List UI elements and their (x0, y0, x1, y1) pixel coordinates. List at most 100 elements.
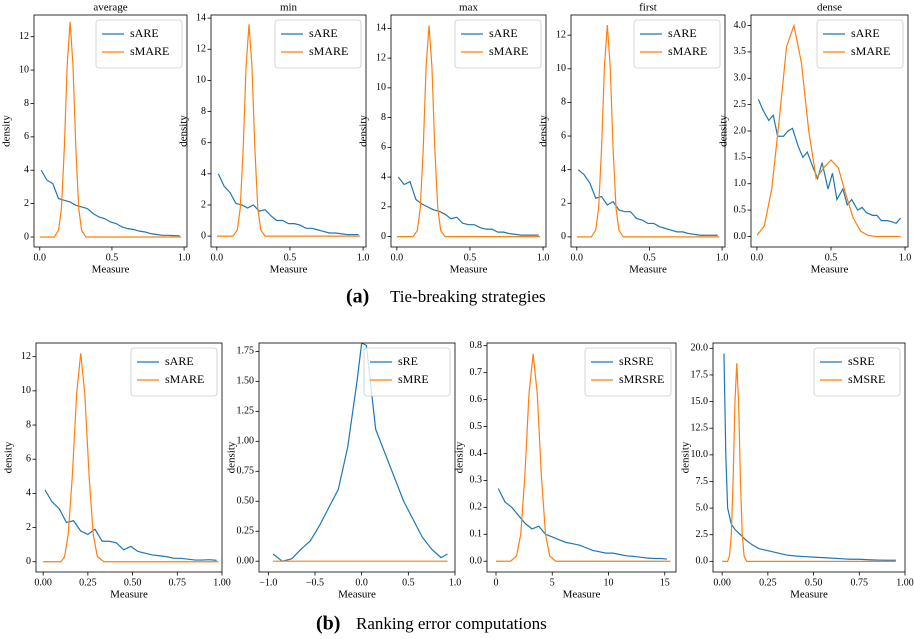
y-tick-label: 12 (376, 52, 386, 63)
x-tick-label: 0.50 (805, 577, 823, 588)
legend-box (816, 19, 904, 69)
legend-label: sARE (309, 26, 338, 40)
plot-area (496, 353, 671, 562)
series-line (722, 363, 896, 562)
legend: sARE sMARE (454, 19, 542, 69)
y-tick-label: 15.0 (691, 396, 709, 407)
legend: sARE sMARE (816, 19, 904, 69)
legend: sRE sMRE (363, 347, 451, 397)
y-tick-label: 6 (26, 454, 31, 465)
legend-label: sMRE (398, 372, 429, 386)
y-tick-label: 10 (376, 82, 386, 93)
x-tick-label: 0.5 (106, 252, 119, 263)
x-axis-label: Measure (270, 264, 308, 276)
legend-label: sMARE (668, 44, 707, 58)
x-tick-label: 0.0 (571, 252, 584, 263)
x-tick-label: 0.25 (79, 577, 97, 588)
y-tick-label: 2.5 (734, 99, 747, 110)
legend: sARE sMARE (95, 19, 183, 69)
y-tick-label: 1.00 (237, 436, 255, 447)
y-tick-label: 5.0 (696, 502, 709, 513)
x-axis-label: Measure (629, 264, 667, 276)
legend: sARE sMARE (130, 347, 218, 397)
plot-area (576, 25, 720, 238)
series-line (496, 353, 671, 562)
y-tick-label: 8 (381, 112, 386, 123)
x-tick-label: 0.75 (851, 577, 869, 588)
y-tick-label: 0.0 (470, 556, 483, 567)
legend: sARE sMARE (633, 19, 721, 69)
y-tick-label: 0.00 (237, 556, 255, 567)
legend-label: sARE (489, 26, 518, 40)
x-tick-label: 0.0 (355, 577, 368, 588)
subplot: max 0.0 0.5 1.0 0 2 4 6 8 10 12 14 Measure density sAR… (358, 2, 550, 276)
subplot-title: dense (817, 2, 842, 14)
y-axis-label: density (454, 441, 466, 473)
caption-text: Tie-breaking strategies (390, 287, 546, 306)
legend-label: sMARE (489, 44, 528, 58)
y-tick-label: 1.5 (734, 152, 747, 163)
x-tick-label: 1.0 (716, 252, 729, 263)
y-tick-label: 0.5 (734, 204, 747, 215)
y-tick-label: 0.0 (734, 231, 747, 242)
x-tick-label: 1.0 (449, 577, 462, 588)
y-axis-label: density (680, 441, 692, 473)
y-tick-label: 2 (381, 201, 386, 212)
y-axis-label: density (178, 115, 190, 147)
y-tick-label: 10 (19, 64, 29, 75)
y-tick-label: 0.4 (470, 448, 483, 459)
series-line (217, 173, 359, 236)
x-tick-label: 0.5 (464, 252, 477, 263)
legend-label: sMARE (130, 44, 169, 58)
y-tick-label: 1.25 (237, 406, 255, 417)
y-tick-label: 2.0 (734, 125, 747, 136)
axes-frame (35, 342, 223, 573)
legend-box (813, 347, 901, 397)
x-axis-label: Measure (563, 589, 601, 601)
legend-label: sMARE (851, 44, 890, 58)
x-tick-label: 0.50 (124, 577, 142, 588)
y-tick-label: 4 (561, 164, 566, 175)
x-tick-label: 0.75 (169, 577, 187, 588)
axes-frame (712, 342, 906, 573)
y-axis-label: density (358, 115, 370, 147)
series-line (272, 343, 448, 562)
y-tick-label: 2 (201, 199, 206, 210)
series-line (216, 24, 361, 237)
y-tick-label: 17.5 (691, 369, 709, 380)
y-tick-label: 6 (201, 137, 206, 148)
y-tick-label: 12 (556, 29, 566, 40)
y-tick-label: 0.3 (470, 475, 483, 486)
x-tick-label: 1.0 (899, 252, 912, 263)
legend-box (454, 19, 542, 69)
series-line (43, 353, 219, 563)
x-tick-label: 0.5 (825, 252, 838, 263)
legend: sSRE sMSRE (813, 347, 901, 397)
plot-area (216, 24, 361, 237)
y-tick-label: 0.75 (237, 466, 255, 477)
series-line (44, 489, 217, 561)
x-tick-label: 0.0 (34, 252, 47, 263)
legend-label: sRE (398, 354, 418, 368)
x-tick-label: 1.00 (213, 577, 231, 588)
x-tick-label: 5 (550, 577, 555, 588)
legend-label: sRSRE (619, 354, 654, 368)
y-axis-label: density (538, 115, 550, 147)
y-tick-label: 7.5 (696, 476, 709, 487)
legend-label: sMSRE (848, 372, 885, 386)
series-line (397, 176, 539, 236)
y-tick-label: 1.75 (237, 346, 255, 357)
y-axis-label: density (3, 441, 15, 473)
y-tick-label: 2 (26, 522, 31, 533)
y-tick-label: 4 (26, 488, 31, 499)
y-tick-label: 0 (26, 556, 31, 567)
axes-frame (33, 14, 188, 248)
subplot: 0.00 0.25 0.50 0.75 1.00 0 2 4 6 8 10 12 Measure dens… (3, 342, 231, 601)
plot-area (756, 23, 902, 238)
x-tick-label: 1.0 (537, 252, 550, 263)
y-tick-label: 8 (201, 106, 206, 117)
y-tick-label: 10 (21, 385, 31, 396)
legend-label: sARE (165, 354, 194, 368)
plot-area (396, 25, 541, 238)
y-tick-label: 0 (24, 231, 29, 242)
